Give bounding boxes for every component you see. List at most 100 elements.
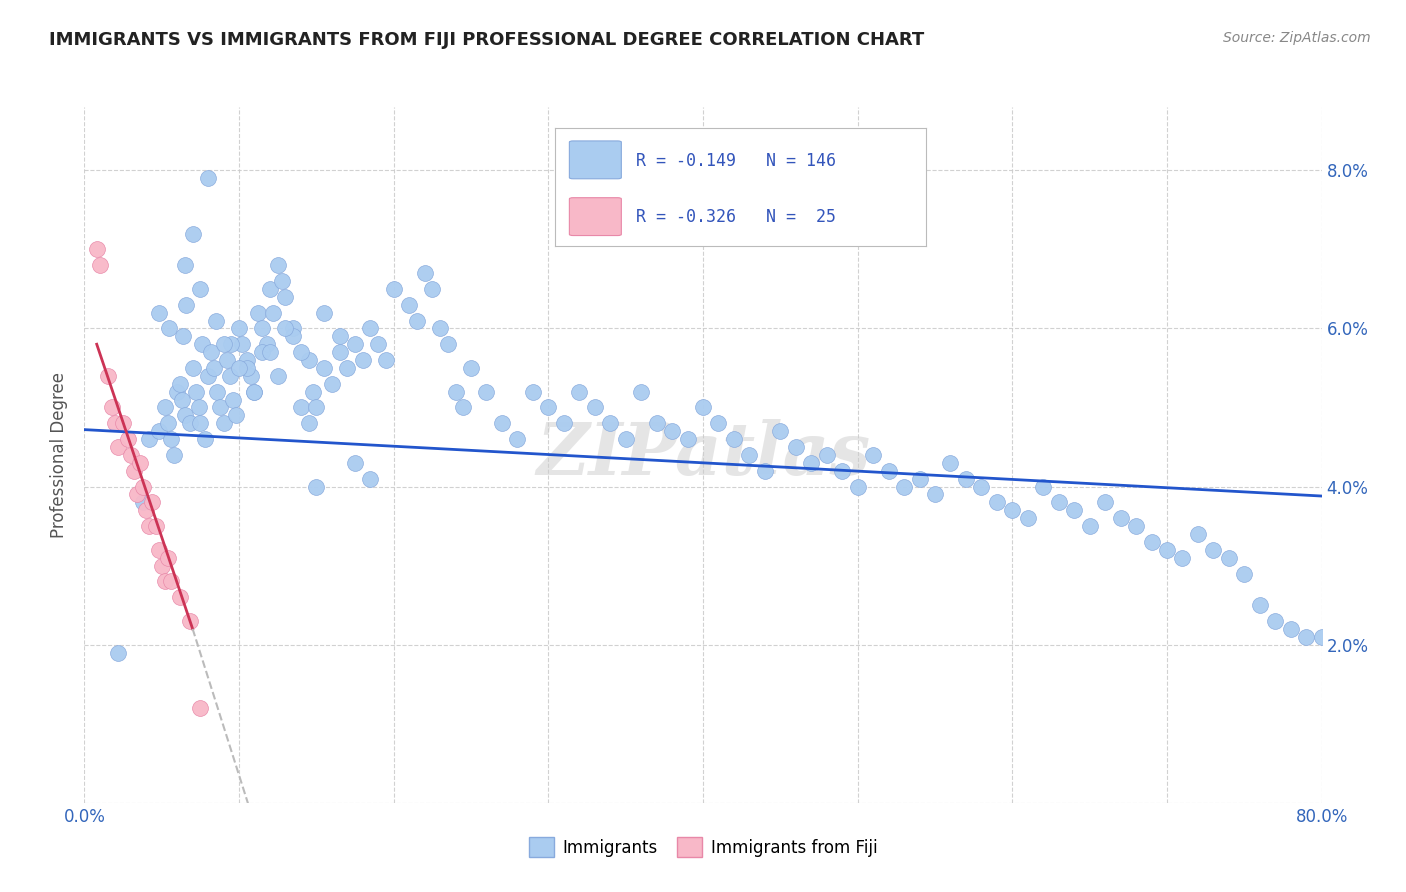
Point [314, 305, 336, 319]
Point [924, 487, 946, 501]
Point [1063, 503, 1085, 517]
Point [314, 360, 336, 375]
Point [236, 353, 259, 368]
Point [1140, 534, 1163, 549]
Point [970, 479, 993, 493]
Point [800, 456, 823, 470]
Point [181, 227, 204, 241]
Point [160, 574, 183, 589]
Y-axis label: Professional Degree: Professional Degree [51, 372, 69, 538]
Point [1078, 519, 1101, 533]
Point [321, 376, 343, 391]
Point [754, 464, 776, 478]
Text: ZIPatlas: ZIPatlas [536, 419, 870, 491]
Point [153, 574, 176, 589]
Point [437, 337, 460, 351]
Point [453, 401, 475, 415]
Point [692, 401, 714, 415]
Point [112, 417, 135, 431]
Point [382, 282, 405, 296]
Point [1156, 542, 1178, 557]
Point [329, 329, 352, 343]
Point [344, 337, 367, 351]
Point [225, 409, 247, 423]
Point [176, 298, 198, 312]
Point [181, 360, 204, 375]
Point [305, 401, 328, 415]
Text: Source: ZipAtlas.com: Source: ZipAtlas.com [1223, 31, 1371, 45]
Point [125, 487, 148, 501]
Point [398, 298, 420, 312]
Point [129, 456, 152, 470]
Point [1125, 519, 1147, 533]
Point [661, 424, 683, 438]
Point [188, 282, 212, 296]
Point [148, 542, 170, 557]
Point [329, 345, 352, 359]
Point [166, 384, 188, 399]
Point [375, 353, 398, 368]
Point [360, 472, 382, 486]
Point [298, 353, 321, 368]
Point [197, 171, 219, 186]
Point [243, 384, 266, 399]
Point [583, 401, 606, 415]
Point [200, 345, 222, 359]
Point [429, 321, 451, 335]
Legend: Immigrants, Immigrants from Fiji: Immigrants, Immigrants from Fiji [522, 830, 884, 864]
Point [228, 321, 250, 335]
Point [344, 456, 367, 470]
Point [231, 337, 253, 351]
Point [1187, 527, 1209, 541]
Point [172, 329, 194, 343]
Point [169, 591, 191, 605]
Point [1295, 630, 1317, 644]
Point [256, 337, 278, 351]
Point [132, 495, 155, 509]
Point [815, 448, 838, 462]
Point [302, 384, 325, 399]
Point [1094, 495, 1116, 509]
Point [785, 440, 807, 454]
Point [738, 448, 761, 462]
Point [290, 401, 312, 415]
Point [986, 495, 1008, 509]
Point [236, 360, 259, 375]
Point [862, 448, 884, 462]
Point [305, 479, 328, 493]
Point [846, 479, 869, 493]
Point [336, 360, 359, 375]
Point [191, 337, 214, 351]
Point [769, 424, 792, 438]
Point [1032, 479, 1054, 493]
Point [360, 321, 382, 335]
Point [101, 401, 124, 415]
Point [97, 368, 120, 383]
Point [283, 329, 305, 343]
Point [723, 432, 745, 446]
Point [506, 432, 529, 446]
Point [568, 384, 591, 399]
Point [221, 337, 243, 351]
Point [367, 337, 389, 351]
Point [1109, 511, 1132, 525]
Point [955, 472, 977, 486]
Point [188, 417, 212, 431]
Point [298, 417, 321, 431]
Point [209, 401, 232, 415]
Point [218, 368, 240, 383]
Point [104, 417, 127, 431]
Point [228, 360, 250, 375]
Point [179, 417, 201, 431]
Point [194, 432, 217, 446]
Point [156, 417, 179, 431]
Point [212, 417, 235, 431]
Point [117, 432, 139, 446]
Text: IMMIGRANTS VS IMMIGRANTS FROM FIJI PROFESSIONAL DEGREE CORRELATION CHART: IMMIGRANTS VS IMMIGRANTS FROM FIJI PROFE… [49, 31, 925, 49]
Point [243, 384, 266, 399]
Point [159, 321, 181, 335]
Point [1001, 503, 1024, 517]
Point [169, 376, 191, 391]
Point [259, 345, 281, 359]
Point [246, 305, 269, 319]
